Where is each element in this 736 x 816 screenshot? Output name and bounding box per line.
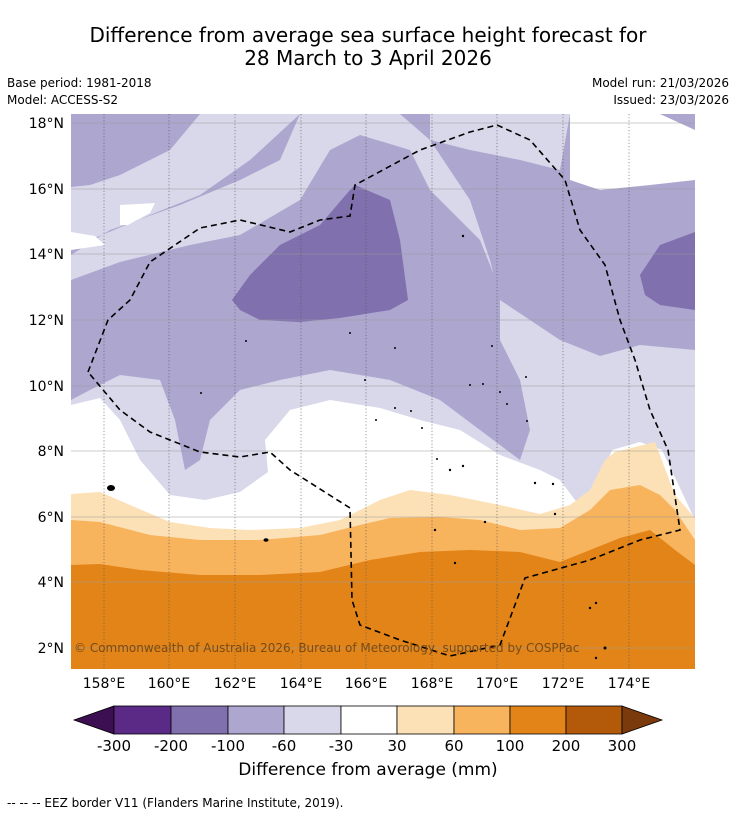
colorbar-segment [227, 705, 285, 735]
colorbar-segment [509, 705, 567, 735]
meta-right: Model run: 21/03/2026 Issued: 23/03/2026 [592, 75, 729, 109]
title-line-1: Difference from average sea surface heig… [89, 23, 647, 47]
lon-axis: 158°E 160°E 162°E 164°E 166°E 168°E 170°… [83, 676, 651, 692]
lat-label: 12°N [29, 313, 64, 329]
copyright-notice: © Commonwealth of Australia 2026, Bureau… [74, 641, 580, 655]
band-100-200 [71, 530, 695, 669]
colorbar-arrow-high [621, 705, 664, 735]
lon-label: 170°E [476, 676, 519, 692]
eez-border [87, 124, 681, 657]
colorbar-segment [396, 705, 455, 735]
eez-legend: -- -- -- EEZ border V11 (Flanders Marine… [7, 796, 344, 810]
lon-label: 160°E [148, 676, 191, 692]
lat-label: 4°N [38, 575, 64, 591]
band-neutral-patch [120, 203, 155, 225]
colorbar-tick: 60 [444, 737, 463, 755]
colorbar-tick: -30 [329, 737, 354, 755]
model-name: Model: ACCESS-S2 [7, 93, 119, 107]
lon-label: 158°E [83, 676, 126, 692]
colorbar-segment [340, 705, 398, 735]
lat-label: 14°N [29, 247, 64, 263]
chart-title: Difference from average sea surface heig… [0, 24, 736, 70]
colorbar-tick: -200 [154, 737, 188, 755]
lat-axis: 18°N 16°N 14°N 12°N 10°N 8°N 6°N 4°N 2°N [29, 116, 64, 657]
lat-label: 18°N [29, 116, 64, 132]
lon-label: 164°E [280, 676, 323, 692]
colorbar: -300 -200 -100 -60 -30 30 60 100 200 300 [72, 705, 664, 755]
colorbar-segment [565, 705, 623, 735]
colorbar-tick: -300 [97, 737, 131, 755]
model-run: Model run: 21/03/2026 [591, 76, 729, 90]
base-period: Base period: 1981-2018 [7, 76, 152, 90]
colorbar-segment [283, 705, 342, 735]
lon-label: 172°E [542, 676, 585, 692]
lon-label: 168°E [411, 676, 454, 692]
colorbar-segment [453, 705, 511, 735]
lon-label: 162°E [214, 676, 257, 692]
band-neutral-ne [570, 114, 695, 190]
lat-label: 8°N [38, 444, 64, 460]
colorbar-tick: -60 [272, 737, 297, 755]
colorbar-segment [170, 705, 229, 735]
colorbar-tick: 200 [552, 737, 581, 755]
lat-label: 6°N [38, 510, 64, 526]
colorbar-tick: 300 [608, 737, 637, 755]
band-minus100-minus60-a [71, 114, 695, 356]
title-line-2: 28 March to 3 April 2026 [244, 46, 492, 70]
islands [107, 234, 607, 660]
colorbar-tick: 100 [496, 737, 525, 755]
band-minus200-minus100-a [232, 185, 408, 322]
lat-label: 2°N [38, 641, 64, 657]
lon-label: 166°E [345, 676, 388, 692]
meta-left: Base period: 1981-2018 Model: ACCESS-S2 [7, 75, 152, 109]
band-neutral-west [71, 232, 105, 250]
sea-height-field [71, 114, 695, 669]
colorbar-tick: -100 [211, 737, 245, 755]
graticule-lat [71, 122, 695, 649]
issued-date: Issued: 23/03/2026 [613, 93, 729, 107]
band-minus100-minus60-c [71, 114, 200, 187]
lat-label: 16°N [29, 182, 64, 198]
band-minus200-minus100-b [640, 232, 695, 310]
colorbar-tick: 30 [387, 737, 406, 755]
lon-label: 174°E [608, 676, 651, 692]
colorbar-arrow-low [72, 705, 115, 735]
colorbar-title: Difference from average (mm) [238, 760, 498, 780]
colorbar-segment [113, 705, 172, 735]
lat-label: 10°N [29, 379, 64, 395]
